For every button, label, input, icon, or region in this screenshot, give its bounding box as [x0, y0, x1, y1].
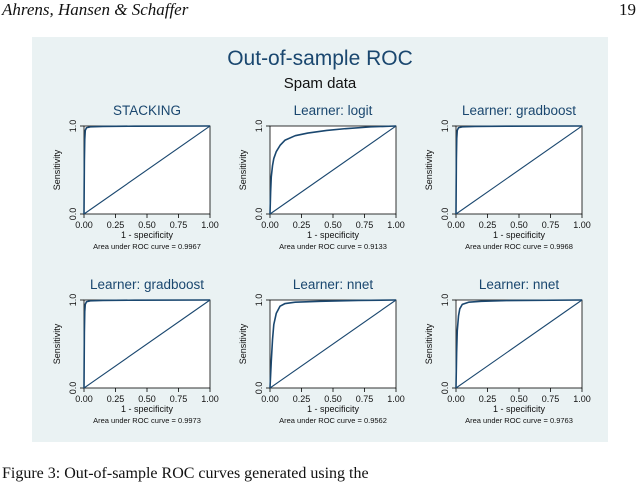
- x-tick-label: 0.00: [261, 220, 279, 230]
- y-tick-label: 0.0: [440, 382, 450, 395]
- x-tick-label: 1.00: [201, 220, 219, 230]
- roc-curve: [455, 125, 583, 215]
- auc-note: Area under ROC curve = 0.9967: [93, 242, 201, 251]
- reference-diagonal: [455, 299, 583, 389]
- y-tick-label: 1.0: [440, 120, 450, 133]
- running-head-authors: Ahrens, Hansen & Schaffer: [2, 0, 189, 19]
- x-tick-label: 0.50: [138, 394, 156, 404]
- auc-note: Area under ROC curve = 0.9973: [93, 416, 201, 425]
- roc-curve: [455, 299, 583, 389]
- figure-panel: Out-of-sample ROC Spam data STACKING 0.0 1…: [32, 37, 608, 442]
- x-axis-label: 1 - specificity: [307, 230, 360, 240]
- x-tick-label: 0.75: [542, 220, 560, 230]
- reference-diagonal: [269, 125, 397, 215]
- auc-note: Area under ROC curve = 0.9133: [279, 242, 387, 251]
- x-tick-label: 0.25: [293, 394, 311, 404]
- roc-panel: STACKING 0.0 1.0 0.00 0.25 0.50 0.75 1.00 1 - sp…: [52, 103, 219, 251]
- x-tick-label: 0.75: [356, 220, 374, 230]
- x-tick-label: 0.00: [447, 220, 465, 230]
- x-tick-label: 0.75: [356, 394, 374, 404]
- x-tick-label: 1.00: [387, 394, 405, 404]
- auc-note: Area under ROC curve = 0.9562: [279, 416, 387, 425]
- reference-diagonal: [269, 299, 397, 389]
- y-tick-label: 0.0: [254, 382, 264, 395]
- roc-panel: Learner: gradboost 0.0 1.0 0.00 0.25 0.50 0.75…: [424, 103, 591, 251]
- y-tick-label: 1.0: [68, 294, 78, 307]
- y-tick-label: 0.0: [68, 382, 78, 395]
- x-tick-label: 0.50: [510, 394, 528, 404]
- x-axis-label: 1 - specificity: [121, 230, 174, 240]
- x-axis-label: 1 - specificity: [121, 404, 174, 414]
- roc-curve: [269, 299, 397, 389]
- x-axis-label: 1 - specificity: [493, 230, 546, 240]
- auc-note: Area under ROC curve = 0.9763: [465, 416, 573, 425]
- x-tick-label: 0.00: [447, 394, 465, 404]
- auc-note: Area under ROC curve = 0.9968: [465, 242, 573, 251]
- panel-title: Learner: nnet: [293, 277, 374, 292]
- figure-caption: Figure 3: Out-of-sample ROC curves gener…: [2, 465, 369, 482]
- y-tick-label: 0.0: [68, 208, 78, 221]
- x-tick-label: 0.25: [107, 394, 125, 404]
- roc-curve: [83, 299, 211, 389]
- y-tick-label: 1.0: [254, 294, 264, 307]
- roc-figure: Out-of-sample ROC Spam data STACKING 0.0 1…: [52, 47, 591, 425]
- x-tick-label: 0.00: [261, 394, 279, 404]
- reference-diagonal: [83, 125, 211, 215]
- page-header: Ahrens, Hansen & Schaffer 19: [0, 0, 640, 22]
- x-tick-label: 1.00: [201, 394, 219, 404]
- roc-panels: STACKING 0.0 1.0 0.00 0.25 0.50 0.75 1.00 1 - sp…: [52, 103, 591, 425]
- roc-panel: Learner: gradboost 0.0 1.0 0.00 0.25 0.50 0.75…: [52, 277, 219, 425]
- y-tick-label: 1.0: [254, 120, 264, 133]
- panel-title: STACKING: [113, 103, 181, 118]
- x-tick-label: 0.50: [138, 220, 156, 230]
- x-tick-label: 1.00: [387, 220, 405, 230]
- panel-title: Learner: nnet: [479, 277, 560, 292]
- figure-title: Out-of-sample ROC: [227, 47, 413, 70]
- x-tick-label: 0.75: [170, 394, 188, 404]
- y-tick-label: 1.0: [68, 120, 78, 133]
- y-axis-label: Sensitivity: [52, 323, 62, 364]
- y-axis-label: Sensitivity: [424, 323, 434, 364]
- reference-diagonal: [455, 125, 583, 215]
- x-tick-label: 0.00: [75, 394, 93, 404]
- y-axis-label: Sensitivity: [238, 149, 248, 190]
- y-tick-label: 0.0: [254, 208, 264, 221]
- x-tick-label: 0.75: [170, 220, 188, 230]
- roc-panel: Learner: nnet 0.0 1.0 0.00 0.25 0.50 0.75 1.00 1…: [238, 277, 405, 425]
- x-tick-label: 0.50: [324, 220, 342, 230]
- x-tick-label: 0.75: [542, 394, 560, 404]
- reference-diagonal: [83, 299, 211, 389]
- x-axis-label: 1 - specificity: [307, 404, 360, 414]
- y-axis-label: Sensitivity: [52, 149, 62, 190]
- figure-subtitle: Spam data: [284, 75, 357, 92]
- roc-panel: Learner: logit 0.0 1.0 0.00 0.25 0.50 0.75 1.00…: [238, 103, 405, 251]
- x-tick-label: 0.25: [293, 220, 311, 230]
- y-axis-label: Sensitivity: [238, 323, 248, 364]
- x-tick-label: 0.50: [510, 220, 528, 230]
- x-tick-label: 0.50: [324, 394, 342, 404]
- y-tick-label: 1.0: [440, 294, 450, 307]
- roc-curve: [269, 125, 397, 215]
- x-tick-label: 0.25: [107, 220, 125, 230]
- x-tick-label: 0.25: [479, 394, 497, 404]
- roc-curve: [83, 125, 211, 215]
- panel-title: Learner: gradboost: [462, 103, 576, 118]
- y-axis-label: Sensitivity: [424, 149, 434, 190]
- panel-title: Learner: gradboost: [90, 277, 204, 292]
- x-tick-label: 1.00: [573, 394, 591, 404]
- roc-panel: Learner: nnet 0.0 1.0 0.00 0.25 0.50 0.75 1.00 1…: [424, 277, 591, 425]
- x-tick-label: 0.25: [479, 220, 497, 230]
- x-axis-label: 1 - specificity: [493, 404, 546, 414]
- y-tick-label: 0.0: [440, 208, 450, 221]
- panel-title: Learner: logit: [294, 103, 373, 118]
- x-tick-label: 1.00: [573, 220, 591, 230]
- x-tick-label: 0.00: [75, 220, 93, 230]
- page-number: 19: [619, 0, 636, 19]
